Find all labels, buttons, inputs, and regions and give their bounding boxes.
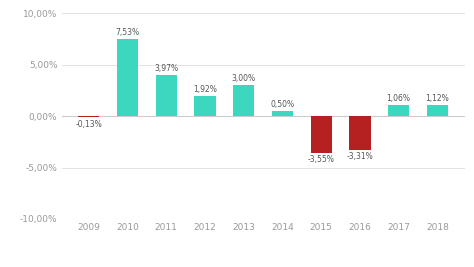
Bar (233, 85, 255, 116)
Text: 3,97%: 3,97% (154, 64, 178, 73)
Text: 0,50%: 0,50% (270, 100, 294, 109)
Bar (272, 111, 293, 116)
Text: -0,13%: -0,13% (75, 120, 102, 128)
Text: 7,53%: 7,53% (115, 28, 139, 37)
Bar (349, 116, 371, 150)
Text: 1,92%: 1,92% (193, 85, 217, 94)
Text: 3,00%: 3,00% (232, 74, 256, 83)
Text: -3,55%: -3,55% (308, 155, 335, 164)
Bar (155, 75, 177, 116)
Bar (194, 96, 216, 116)
Bar (117, 39, 138, 116)
Text: -3,31%: -3,31% (346, 152, 374, 161)
Bar (388, 105, 410, 116)
Bar (78, 116, 100, 117)
Text: 1,06%: 1,06% (387, 94, 410, 103)
Bar (427, 105, 448, 116)
Bar (310, 116, 332, 153)
Text: 1,12%: 1,12% (426, 93, 449, 103)
